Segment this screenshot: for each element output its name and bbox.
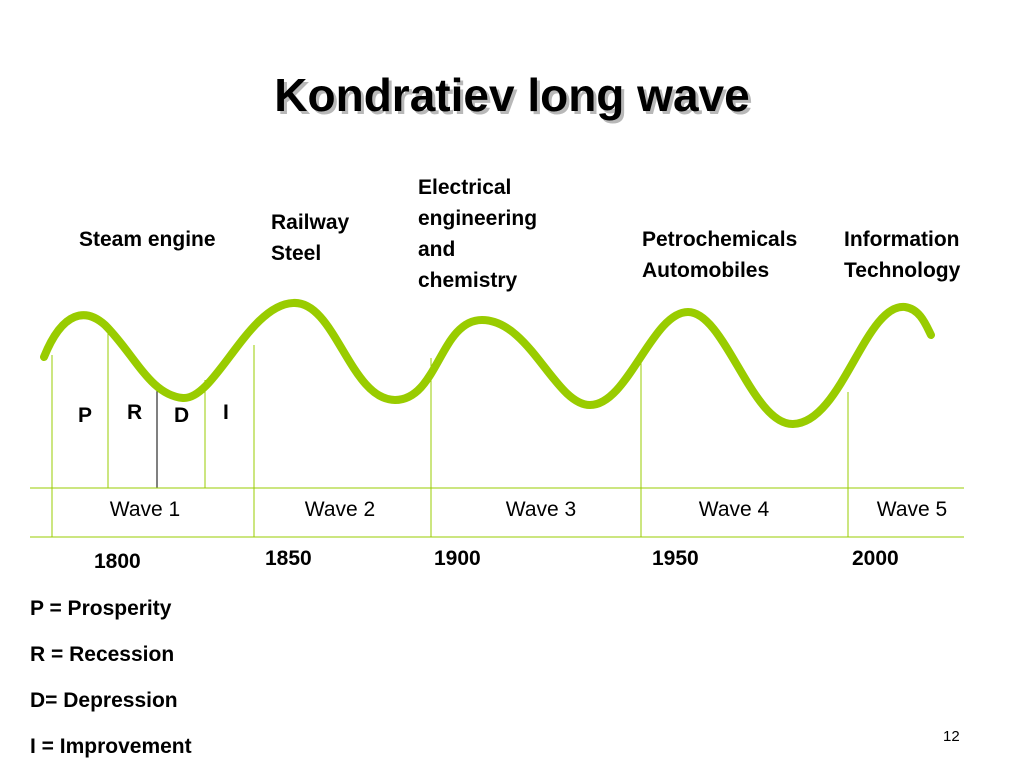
technology-label-information-technology: Information Technology (844, 228, 961, 282)
technology-label-steam-engine: Steam engine (79, 228, 216, 251)
wave-label-4: Wave 4 (698, 498, 770, 521)
phase-letter-recession: R (127, 401, 143, 424)
phase-letter-depression: D (174, 404, 190, 427)
legend-prosperity: P = Prosperity (30, 597, 172, 620)
slide-title: Kondratiev long wave (274, 69, 750, 121)
legend-recession: R = Recession (30, 643, 175, 666)
long-wave-curve (40, 299, 935, 429)
phase-letter-improvement: I (223, 401, 229, 424)
year-label-1900: 1900 (434, 547, 481, 570)
year-label-1850: 1850 (265, 547, 312, 570)
year-label-1800: 1800 (94, 550, 141, 573)
year-label-1950: 1950 (652, 547, 699, 570)
wave-label-5: Wave 5 (876, 498, 948, 521)
legend-depression: D= Depression (30, 689, 178, 712)
slide-number: 12 (943, 728, 960, 745)
technology-label-petrochemicals-automobiles: Petrochemicals Automobiles (642, 228, 798, 282)
year-label-2000: 2000 (852, 547, 899, 570)
technology-label-electrical-chemistry: Electrical engineering and chemistry (418, 176, 538, 292)
wave-label-2: Wave 2 (304, 498, 376, 521)
legend-improvement: I = Improvement (30, 735, 192, 758)
phase-letter-prosperity: P (78, 404, 93, 427)
wave-label-3: Wave 3 (505, 498, 577, 521)
wave-label-1: Wave 1 (109, 498, 181, 521)
technology-label-railway-steel: Railway Steel (271, 211, 350, 265)
